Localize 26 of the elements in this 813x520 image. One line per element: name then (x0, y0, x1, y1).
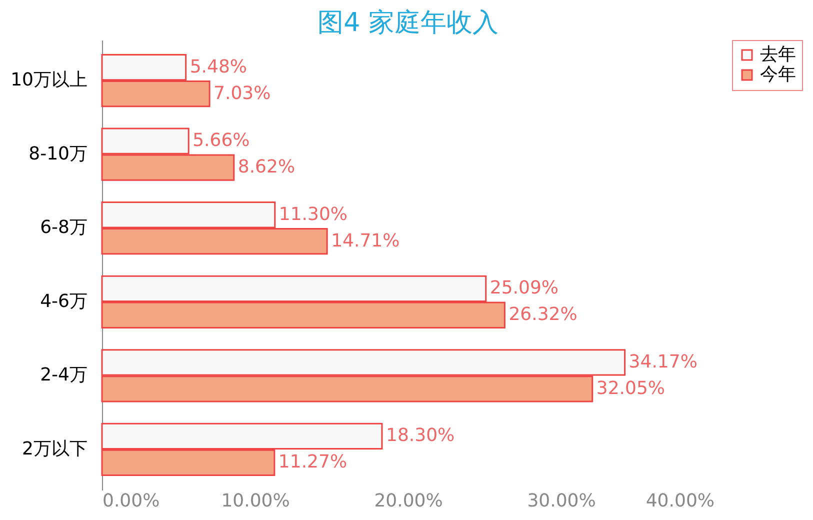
legend-label: 今年 (760, 64, 796, 85)
data-label: 8.62% (238, 156, 296, 178)
data-label: 5.66% (192, 130, 250, 152)
data-label: 14.71% (331, 230, 400, 252)
data-label: 26.32% (508, 304, 578, 326)
data-label: 18.30% (386, 425, 455, 446)
chart-title: 图4 家庭年收入 (318, 8, 498, 38)
data-label: 5.48% (190, 56, 248, 78)
y-tick-label: 4-6万 (40, 290, 88, 312)
y-tick-label: 8-10万 (28, 143, 88, 164)
data-label: 32.05% (596, 378, 666, 399)
x-tick-label: 30.00% (527, 490, 596, 512)
data-label: 34.17% (628, 351, 698, 372)
y-tick-label: 6-8万 (40, 217, 88, 238)
y-tick-label: 2万以下 (22, 438, 88, 460)
legend-label: 去年 (760, 44, 796, 65)
data-label: 11.27% (278, 452, 348, 473)
data-label: 25.09% (490, 278, 559, 299)
data-label: 11.30% (278, 204, 348, 225)
x-tick-label: 20.00% (374, 490, 443, 512)
y-tick-label: 2-4万 (40, 364, 88, 386)
y-tick-label: 10万以上 (10, 70, 88, 91)
x-tick-label: 10.00% (221, 490, 290, 512)
x-tick-label: 0.00% (102, 490, 160, 512)
data-label: 7.03% (214, 82, 271, 104)
x-tick-label: 40.00% (646, 490, 714, 512)
